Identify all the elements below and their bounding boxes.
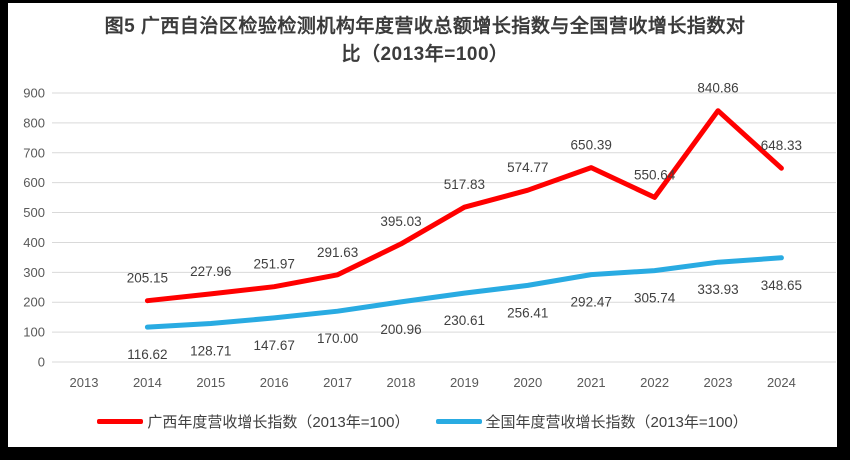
- data-label-1-2015: 128.71: [190, 344, 231, 359]
- data-label-1-2023: 333.93: [697, 282, 738, 297]
- x-axis-tick-label-2018: 2018: [387, 375, 416, 390]
- data-label-1-2016: 147.67: [254, 338, 295, 353]
- data-label-0-2014: 205.15: [127, 271, 168, 286]
- x-axis-tick-label-2020: 2020: [513, 375, 542, 390]
- y-axis-tick-label: 700: [23, 145, 45, 160]
- x-axis-tick-label-2022: 2022: [640, 375, 669, 390]
- data-label-0-2019: 517.83: [444, 177, 485, 192]
- data-label-0-2017: 291.63: [317, 245, 358, 260]
- data-label-0-2022: 550.64: [634, 167, 676, 182]
- data-label-0-2023: 840.86: [697, 81, 738, 96]
- series-line-1: [144, 255, 784, 330]
- y-axis-tick-label: 600: [23, 175, 45, 190]
- x-axis-tick-label-2021: 2021: [577, 375, 606, 390]
- data-label-1-2014: 116.62: [127, 347, 167, 362]
- data-label-1-2018: 200.96: [380, 322, 421, 337]
- data-label-0-2018: 395.03: [380, 214, 421, 229]
- x-axis-tick-label-2019: 2019: [450, 375, 479, 390]
- y-axis-tick-label: 900: [23, 86, 45, 101]
- data-label-1-2019: 230.61: [444, 313, 485, 328]
- legend-label-guangxi: 广西年度营收增长指数（2013年=100）: [147, 414, 410, 431]
- y-axis-tick-label: 0: [38, 355, 45, 370]
- data-label-0-2021: 650.39: [571, 138, 612, 153]
- chart-title-line1: 图5 广西自治区检验检测机构年度营收总额增长指数与全国营收增长指数对: [104, 16, 746, 37]
- data-label-1-2020: 256.41: [507, 305, 548, 320]
- legend-swatch-red-line: [97, 419, 144, 424]
- frame-border-top: [0, 0, 850, 3]
- y-axis-tick-label: 300: [23, 265, 45, 280]
- data-label-0-2016: 251.97: [254, 257, 295, 272]
- data-label-1-2022: 305.74: [634, 291, 676, 306]
- legend-label-national: 全国年度营收增长指数（2013年=100）: [485, 414, 748, 431]
- x-axis-tick-label-2015: 2015: [196, 375, 225, 390]
- y-axis-tick-label: 500: [23, 205, 45, 220]
- legend-item-guangxi: 广西年度营收增长指数（2013年=100）: [97, 411, 410, 432]
- x-axis-tick-label-2013: 2013: [70, 375, 99, 390]
- y-axis-tick-label: 800: [23, 115, 45, 130]
- y-axis-tick-label: 100: [23, 325, 45, 340]
- x-axis-tick-label-2016: 2016: [260, 375, 289, 390]
- chart-legend: 广西年度营收增长指数（2013年=100） 全国年度营收增长指数（2013年=1…: [8, 411, 837, 432]
- data-label-1-2024: 348.65: [761, 278, 802, 293]
- series-line-0: [144, 108, 784, 304]
- data-label-1-2021: 292.47: [571, 295, 612, 310]
- y-axis-tick-label: 400: [23, 235, 45, 250]
- chart-title: 图5 广西自治区检验检测机构年度营收总额增长指数与全国营收增长指数对 比（201…: [60, 13, 790, 69]
- data-label-1-2017: 170.00: [317, 331, 358, 346]
- x-axis-tick-label-2014: 2014: [133, 375, 162, 390]
- chart-title-line2: 比（2013年=100）: [341, 44, 509, 65]
- frame-border-right: [837, 0, 850, 460]
- data-label-0-2015: 227.96: [190, 264, 231, 279]
- frame-border-left: [0, 0, 8, 460]
- frame-border-bottom: [0, 447, 850, 460]
- data-label-0-2024: 648.33: [761, 138, 802, 153]
- x-axis-tick-label-2017: 2017: [323, 375, 352, 390]
- x-axis-tick-label-2024: 2024: [767, 375, 796, 390]
- data-label-0-2020: 574.77: [507, 160, 548, 175]
- legend-item-national: 全国年度营收增长指数（2013年=100）: [435, 411, 748, 432]
- legend-swatch-blue-line: [435, 419, 482, 424]
- y-axis-tick-label: 200: [23, 295, 45, 310]
- x-axis-tick-label-2023: 2023: [704, 375, 733, 390]
